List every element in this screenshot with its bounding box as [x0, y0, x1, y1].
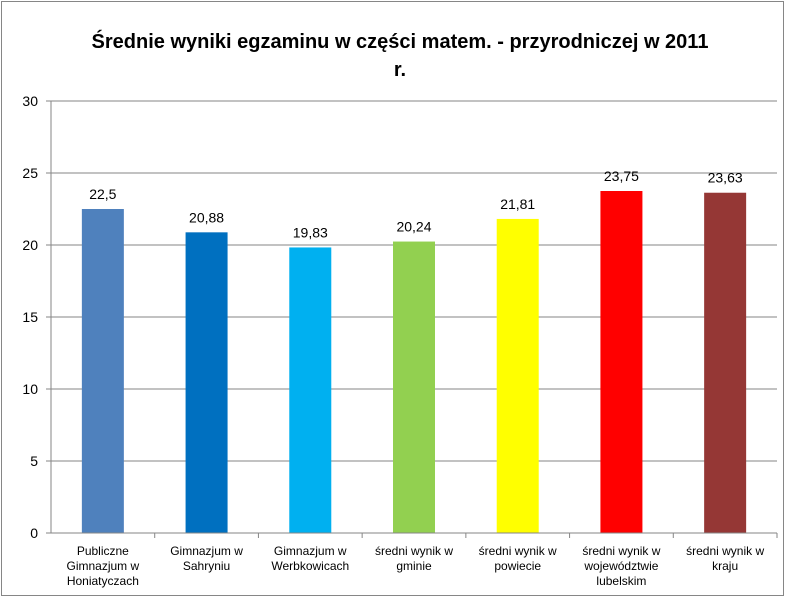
y-tick-label: 10: [22, 381, 38, 397]
y-tick-label: 15: [22, 309, 38, 325]
x-tick-label: średni wynik w województwie lubelskim: [582, 544, 661, 588]
x-tick-label: Gimnazjum w Sahryniu: [170, 544, 243, 573]
bar: [393, 241, 435, 533]
y-tick-label: 5: [30, 453, 38, 469]
value-label: 20,24: [396, 219, 431, 235]
bar: [704, 192, 747, 533]
x-tick-label: średni wynik w gminie: [374, 544, 453, 573]
bar: [289, 247, 332, 533]
value-label: 21,81: [500, 196, 535, 212]
x-tick-label: średni wynik w powiecie: [478, 544, 557, 573]
bar: [81, 209, 124, 533]
value-label: 23,75: [604, 168, 639, 184]
y-tick-label: 20: [22, 237, 38, 253]
y-tick-label: 25: [22, 165, 38, 181]
bar: [496, 218, 539, 533]
y-tick-label: 30: [22, 93, 38, 109]
x-tick-label: średni wynik w kraju: [686, 544, 765, 573]
x-tick-label: Publiczne Gimnazjum w Honiatyczach: [66, 544, 140, 588]
value-label: 22,5: [89, 186, 116, 202]
bar: [600, 191, 643, 533]
x-tick-label: Gimnazjum w Werbkowicach: [271, 544, 350, 573]
bar: [185, 232, 228, 533]
chart-title: Średnie wyniki egzaminu w części matem. …: [91, 31, 709, 81]
value-label: 23,63: [708, 170, 743, 186]
value-label: 19,83: [293, 224, 328, 240]
y-tick-label: 0: [30, 525, 38, 541]
value-label: 20,88: [189, 209, 224, 225]
